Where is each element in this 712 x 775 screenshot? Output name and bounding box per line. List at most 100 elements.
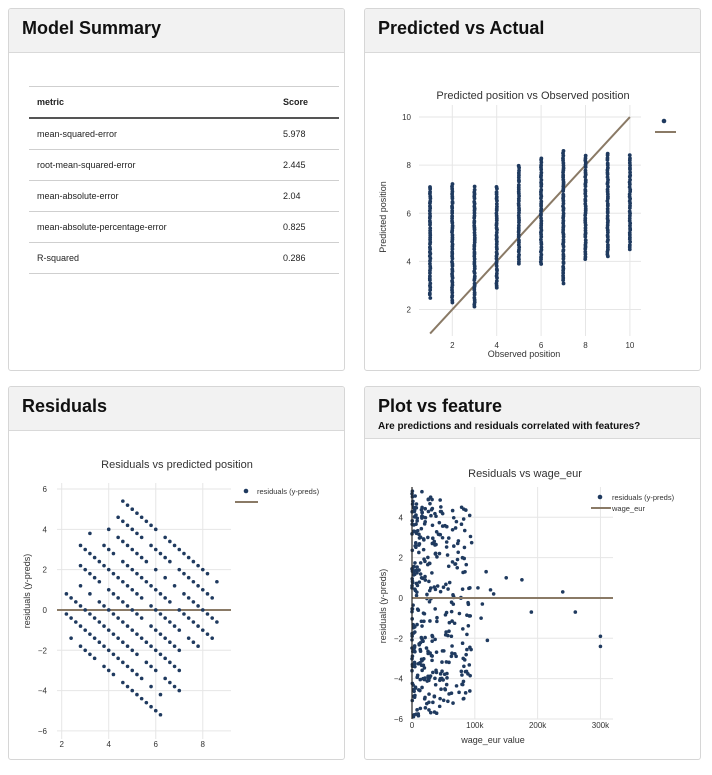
data-point	[427, 588, 432, 593]
data-point	[168, 620, 172, 624]
data-point	[149, 543, 153, 548]
data-point	[516, 163, 521, 168]
x-tick-label: 4	[494, 341, 499, 350]
data-point	[441, 698, 446, 703]
x-tick-label: 8	[583, 341, 588, 350]
data-point	[561, 223, 566, 228]
data-point	[97, 559, 102, 564]
data-point	[130, 567, 135, 572]
data-point	[539, 170, 544, 175]
data-point	[125, 523, 130, 528]
data-point	[428, 651, 432, 655]
card-title: Plot vs feature	[378, 396, 503, 416]
data-point	[135, 632, 139, 636]
data-point	[149, 523, 153, 528]
data-point	[111, 632, 116, 636]
data-point	[494, 250, 499, 255]
data-point	[191, 579, 196, 584]
data-point	[462, 664, 466, 669]
data-point	[450, 223, 455, 228]
data-point	[153, 527, 158, 532]
data-point	[445, 553, 450, 557]
residuals-chart[interactable]: Residuals vs predicted position residual…	[9, 431, 344, 759]
data-point	[429, 513, 433, 518]
data-point	[472, 223, 477, 228]
data-point	[461, 679, 466, 684]
predicted-vs-actual-chart[interactable]: Predicted position vs Observed position …	[365, 53, 700, 370]
legend[interactable]: residuals (y-preds) wage_eur	[591, 493, 675, 513]
data-point	[598, 634, 603, 639]
data-point	[421, 639, 425, 644]
residuals-vs-feature-chart[interactable]: Residuals vs wage_eur wage_eur value res…	[365, 439, 700, 759]
data-point	[444, 540, 449, 544]
data-point	[454, 654, 458, 659]
data-point	[88, 612, 92, 616]
data-point	[191, 600, 196, 604]
data-point	[430, 658, 434, 663]
data-point	[444, 610, 449, 615]
data-point	[435, 619, 439, 624]
card-title: Predicted vs Actual	[378, 18, 545, 38]
data-point	[78, 604, 83, 608]
data-point	[504, 575, 509, 580]
data-point	[517, 252, 521, 257]
data-point	[425, 562, 430, 567]
data-point	[561, 252, 566, 257]
data-point	[469, 647, 473, 652]
data-point	[447, 580, 452, 585]
data-point	[419, 575, 424, 580]
data-point	[461, 656, 466, 661]
data-point	[102, 664, 106, 669]
data-point	[447, 620, 452, 625]
y-tick-label: −2	[394, 634, 404, 643]
data-point	[412, 647, 416, 652]
data-point	[465, 632, 469, 637]
data-point	[168, 660, 172, 665]
y-tick-label: 6	[43, 485, 48, 494]
data-point	[163, 535, 167, 540]
data-point	[417, 642, 421, 646]
data-point	[139, 636, 144, 640]
data-point	[494, 184, 499, 189]
data-point	[445, 671, 449, 676]
data-point	[432, 694, 437, 699]
data-point	[539, 216, 543, 221]
data-point	[430, 634, 435, 639]
data-point	[111, 652, 116, 657]
data-point	[428, 501, 432, 506]
card-header: Plot vs feature Are predictions and resi…	[365, 387, 700, 439]
data-point	[135, 511, 139, 516]
legend[interactable]	[655, 118, 676, 133]
data-point	[460, 587, 465, 591]
data-point	[561, 264, 566, 269]
data-point	[428, 274, 432, 279]
data-point	[78, 543, 83, 548]
y-axis-label: Predicted position	[378, 181, 388, 253]
data-point	[453, 526, 458, 530]
data-point	[423, 515, 428, 520]
data-point	[153, 567, 158, 572]
data-point	[210, 596, 214, 600]
data-point	[163, 616, 167, 620]
data-point	[479, 616, 483, 620]
data-point	[210, 636, 214, 640]
data-point	[424, 701, 429, 706]
data-point	[135, 612, 139, 616]
data-point	[92, 656, 97, 661]
data-point	[106, 648, 111, 653]
data-point	[420, 624, 424, 628]
data-point	[102, 644, 106, 649]
data-point	[455, 541, 460, 546]
data-point	[445, 676, 449, 680]
data-point	[121, 499, 125, 503]
data-point	[461, 570, 465, 575]
data-point	[196, 563, 200, 568]
legend[interactable]: residuals (y-preds)	[235, 487, 320, 503]
data-point	[431, 700, 435, 705]
metric-name: mean-absolute-error	[29, 180, 275, 212]
legend-label: residuals (y-preds)	[257, 487, 320, 496]
data-point	[454, 684, 459, 688]
data-point	[74, 620, 78, 624]
data-point	[627, 216, 632, 221]
data-point	[439, 505, 443, 509]
